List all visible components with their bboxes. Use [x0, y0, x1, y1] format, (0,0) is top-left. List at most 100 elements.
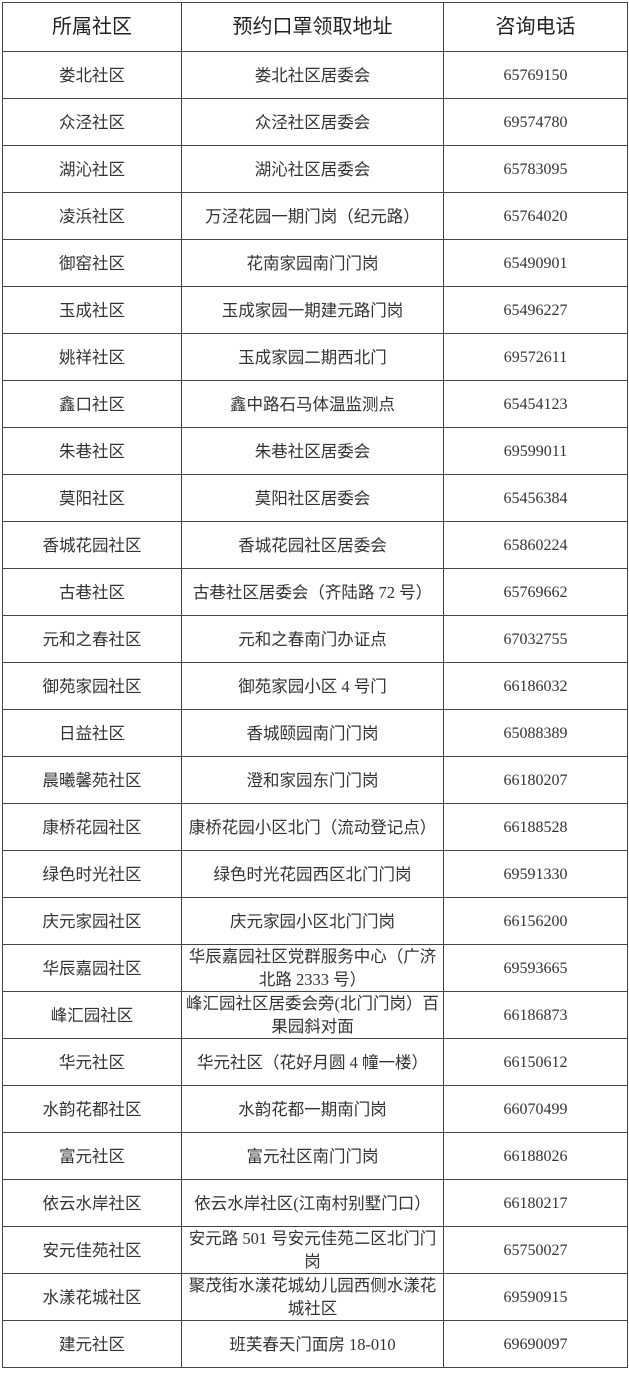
phone-cell: 66150612: [443, 1038, 628, 1086]
table-row: 香城花园社区 香城花园社区居委会 65860224: [2, 521, 628, 569]
phone-cell: 65769662: [443, 568, 628, 616]
phone-cell: 69572611: [443, 333, 628, 381]
address-cell: 鑫中路石马体温监测点: [181, 380, 444, 428]
address-cell: 安元路 501 号安元佳苑二区北门门岗: [181, 1226, 444, 1274]
phone-cell: 66070499: [443, 1085, 628, 1133]
mask-pickup-table: 所属社区 预约口罩领取地址 咨询电话 娄北社区 娄北社区居委会 65769150 众泾…: [2, 2, 628, 1368]
table-row: 康桥花园社区 康桥花园小区北门（流动登记点） 66188528: [2, 803, 628, 851]
community-cell: 康桥花园社区: [2, 803, 182, 851]
community-cell: 华辰嘉园社区: [2, 944, 182, 992]
address-cell: 花南家园南门门岗: [181, 239, 444, 287]
community-cell: 凌浜社区: [2, 192, 182, 240]
header-address: 预约口罩领取地址: [181, 2, 444, 52]
table-row: 玉成社区 玉成家园一期建元路门岗 65496227: [2, 286, 628, 334]
community-cell: 依云水岸社区: [2, 1179, 182, 1227]
table-row: 莫阳社区 莫阳社区居委会 65456384: [2, 474, 628, 522]
community-cell: 古巷社区: [2, 568, 182, 616]
table-row: 御窑社区 花南家园南门门岗 65490901: [2, 239, 628, 287]
header-row: 所属社区 预约口罩领取地址 咨询电话: [2, 2, 628, 52]
table-row: 朱巷社区 朱巷社区居委会 69599011: [2, 427, 628, 475]
phone-cell: 66188026: [443, 1132, 628, 1180]
address-cell: 水韵花都一期南门岗: [181, 1085, 444, 1133]
phone-cell: 65088389: [443, 709, 628, 757]
community-cell: 莫阳社区: [2, 474, 182, 522]
address-cell: 莫阳社区居委会: [181, 474, 444, 522]
table-row: 鑫口社区 鑫中路石马体温监测点 65454123: [2, 380, 628, 428]
address-cell: 班芙春天门面房 18-010: [181, 1320, 444, 1368]
table-row: 华元社区 华元社区（花好月圆 4 幢一楼） 66150612: [2, 1038, 628, 1086]
community-cell: 绿色时光社区: [2, 850, 182, 898]
address-cell: 娄北社区居委会: [181, 51, 444, 99]
phone-cell: 69574780: [443, 98, 628, 146]
address-cell: 聚茂街水漾花城幼儿园西侧水漾花城社区: [181, 1273, 444, 1321]
community-cell: 御窑社区: [2, 239, 182, 287]
table-row: 湖沁社区 湖沁社区居委会 65783095: [2, 145, 628, 193]
table-row: 御苑家园社区 御苑家园小区 4 号门 66186032: [2, 662, 628, 710]
community-cell: 华元社区: [2, 1038, 182, 1086]
phone-cell: 65769150: [443, 51, 628, 99]
phone-cell: 65496227: [443, 286, 628, 334]
phone-cell: 69599011: [443, 427, 628, 475]
community-cell: 玉成社区: [2, 286, 182, 334]
phone-cell: 65454123: [443, 380, 628, 428]
address-cell: 众泾社区居委会: [181, 98, 444, 146]
table-row: 绿色时光社区 绿色时光花园西区北门门岗 69591330: [2, 850, 628, 898]
address-cell: 玉成家园一期建元路门岗: [181, 286, 444, 334]
address-cell: 玉成家园二期西北门: [181, 333, 444, 381]
address-cell: 古巷社区居委会（齐陆路 72 号）: [181, 568, 444, 616]
phone-cell: 66186873: [443, 991, 628, 1039]
address-cell: 香城颐园南门门岗: [181, 709, 444, 757]
community-cell: 元和之春社区: [2, 615, 182, 663]
address-cell: 万泾花园一期门岗（纪元路）: [181, 192, 444, 240]
address-cell: 香城花园社区居委会: [181, 521, 444, 569]
community-cell: 湖沁社区: [2, 145, 182, 193]
phone-cell: 65490901: [443, 239, 628, 287]
phone-cell: 69590915: [443, 1273, 628, 1321]
table-row: 日益社区 香城颐园南门门岗 65088389: [2, 709, 628, 757]
community-cell: 朱巷社区: [2, 427, 182, 475]
phone-cell: 66156200: [443, 897, 628, 945]
table-row: 姚祥社区 玉成家园二期西北门 69572611: [2, 333, 628, 381]
table-row: 华辰嘉园社区 华辰嘉园社区党群服务中心（广济北路 2333 号） 69593665: [2, 944, 628, 992]
table-row: 依云水岸社区 依云水岸社区(江南村别墅门口） 66180217: [2, 1179, 628, 1227]
table-row: 安元佳苑社区 安元路 501 号安元佳苑二区北门门岗 65750027: [2, 1226, 628, 1274]
phone-cell: 66188528: [443, 803, 628, 851]
table-row: 众泾社区 众泾社区居委会 69574780: [2, 98, 628, 146]
phone-cell: 69593665: [443, 944, 628, 992]
table-row: 庆元家园社区 庆元家园小区北门门岗 66156200: [2, 897, 628, 945]
community-cell: 安元佳苑社区: [2, 1226, 182, 1274]
community-cell: 日益社区: [2, 709, 182, 757]
table-row: 古巷社区 古巷社区居委会（齐陆路 72 号） 65769662: [2, 568, 628, 616]
phone-cell: 69591330: [443, 850, 628, 898]
community-cell: 富元社区: [2, 1132, 182, 1180]
table-row: 峰汇园社区 峰汇园社区居委会旁(北门门岗）百果园斜对面 66186873: [2, 991, 628, 1039]
table-row: 建元社区 班芙春天门面房 18-010 69690097: [2, 1320, 628, 1368]
community-cell: 娄北社区: [2, 51, 182, 99]
table-row: 娄北社区 娄北社区居委会 65769150: [2, 51, 628, 99]
address-cell: 华元社区（花好月圆 4 幢一楼）: [181, 1038, 444, 1086]
header-community: 所属社区: [2, 2, 182, 52]
address-cell: 元和之春南门办证点: [181, 615, 444, 663]
address-cell: 御苑家园小区 4 号门: [181, 662, 444, 710]
phone-cell: 66180207: [443, 756, 628, 804]
community-cell: 众泾社区: [2, 98, 182, 146]
address-cell: 华辰嘉园社区党群服务中心（广济北路 2333 号）: [181, 944, 444, 992]
community-cell: 御苑家园社区: [2, 662, 182, 710]
address-cell: 富元社区南门门岗: [181, 1132, 444, 1180]
address-cell: 朱巷社区居委会: [181, 427, 444, 475]
phone-cell: 65860224: [443, 521, 628, 569]
phone-cell: 65764020: [443, 192, 628, 240]
community-cell: 峰汇园社区: [2, 991, 182, 1039]
phone-cell: 65750027: [443, 1226, 628, 1274]
community-cell: 水漾花城社区: [2, 1273, 182, 1321]
table-row: 富元社区 富元社区南门门岗 66188026: [2, 1132, 628, 1180]
community-cell: 姚祥社区: [2, 333, 182, 381]
community-cell: 香城花园社区: [2, 521, 182, 569]
table-row: 元和之春社区 元和之春南门办证点 67032755: [2, 615, 628, 663]
phone-cell: 66186032: [443, 662, 628, 710]
address-cell: 峰汇园社区居委会旁(北门门岗）百果园斜对面: [181, 991, 444, 1039]
address-cell: 庆元家园小区北门门岗: [181, 897, 444, 945]
community-cell: 鑫口社区: [2, 380, 182, 428]
table-row: 水漾花城社区 聚茂街水漾花城幼儿园西侧水漾花城社区 69590915: [2, 1273, 628, 1321]
table-row: 水韵花都社区 水韵花都一期南门岗 66070499: [2, 1085, 628, 1133]
